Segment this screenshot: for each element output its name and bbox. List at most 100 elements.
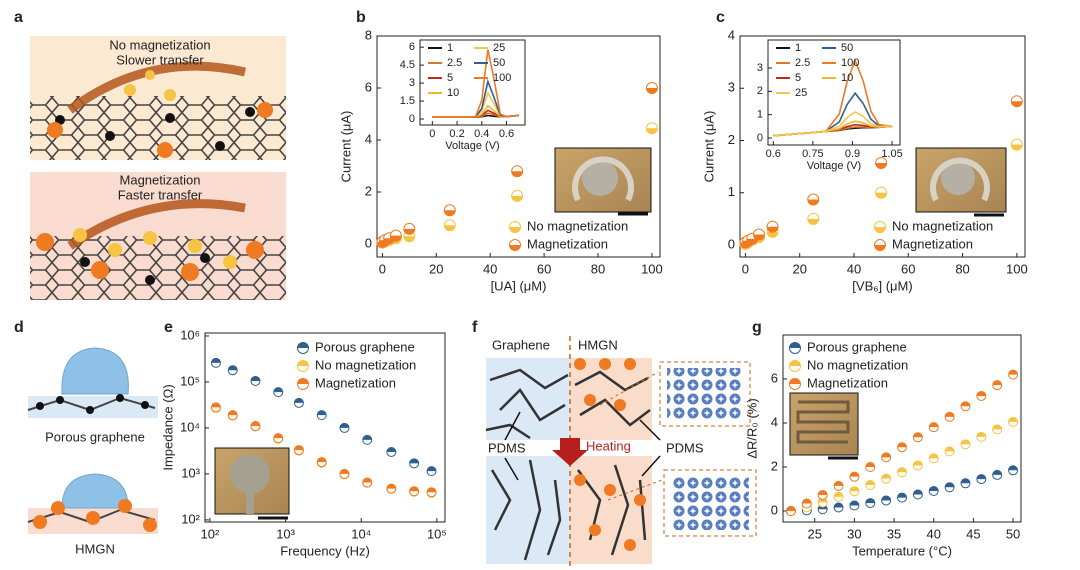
- illustration-text: Porous graphene: [45, 429, 145, 444]
- y-tick-label: 6: [409, 41, 415, 53]
- y-tick-label: 6: [771, 370, 778, 385]
- legend-label: 25: [795, 87, 807, 99]
- data-point: [1008, 465, 1019, 476]
- marker-half: [317, 457, 327, 463]
- x-tick-label: 100: [641, 261, 663, 276]
- marker-half: [913, 490, 923, 495]
- plot-frame: [782, 334, 1022, 523]
- data-point: [210, 402, 221, 413]
- data-point: [250, 375, 261, 386]
- panel-a-illustration: No magnetization Slower transfer Magneti…: [30, 36, 286, 300]
- legend-label: Porous graphene: [807, 339, 907, 354]
- data-point: [426, 487, 437, 498]
- marker-half: [960, 439, 970, 445]
- y-axis-label: Current (μA): [701, 111, 716, 183]
- data-point: [293, 397, 304, 408]
- data-point: [1008, 416, 1019, 427]
- data-point: [389, 229, 402, 242]
- data-point: [897, 442, 907, 453]
- data-point: [897, 492, 907, 503]
- data-point: [227, 410, 238, 421]
- y-tick-label: 10³: [181, 465, 200, 480]
- marker-half: [865, 480, 875, 486]
- legend-label: 50: [493, 57, 505, 69]
- marker-half: [317, 410, 327, 416]
- y-tick-label: 8: [365, 27, 372, 42]
- data-point: [976, 390, 987, 401]
- marker-half: [881, 452, 891, 458]
- y-tick-label: 3: [728, 80, 735, 95]
- marker-half: [386, 484, 396, 489]
- marker-half: [929, 486, 939, 491]
- marker-half: [789, 342, 801, 348]
- marker-half: [913, 432, 923, 438]
- legend-marker: [509, 221, 521, 233]
- data-point: [339, 422, 350, 433]
- data-point: [960, 401, 971, 412]
- marker-half: [403, 236, 415, 242]
- data-point: [1010, 138, 1023, 151]
- x-tick-label: 0.6: [499, 128, 514, 140]
- marker-half: [767, 231, 779, 238]
- marker-half: [849, 486, 859, 492]
- x-tick-label: 20: [429, 261, 443, 276]
- marker-half: [273, 387, 283, 393]
- x-tick-label: 0.4: [474, 128, 489, 140]
- marker-half: [992, 470, 1002, 475]
- data-point: [362, 434, 373, 445]
- marker-half: [1008, 370, 1018, 375]
- marker-half: [976, 391, 986, 396]
- marker-half: [753, 234, 765, 241]
- panel-letter: d: [14, 319, 24, 336]
- line-series: [773, 110, 893, 137]
- data-point: [875, 156, 888, 169]
- panel-letter: f: [472, 319, 478, 336]
- illustration-text: HMGN: [75, 541, 115, 556]
- panel-letter: c: [716, 9, 725, 26]
- data-point: [807, 193, 820, 206]
- marker-half: [818, 490, 828, 495]
- marker-half: [746, 238, 758, 245]
- data-point: [944, 411, 955, 422]
- data-point: [273, 387, 284, 398]
- data-point: [785, 506, 796, 516]
- legend-label: No magnetization: [527, 218, 628, 233]
- y-tick-label: 1.5: [400, 95, 415, 107]
- marker-half: [294, 398, 304, 403]
- data-point: [881, 495, 892, 506]
- x-tick-label: 60: [537, 261, 551, 276]
- data-point: [875, 186, 888, 199]
- data-point: [928, 422, 939, 433]
- data-point: [976, 431, 987, 442]
- data-point: [865, 462, 876, 472]
- legend-label: 2.5: [447, 57, 462, 69]
- marker-half: [834, 481, 844, 486]
- data-point: [849, 500, 860, 511]
- data-point: [976, 474, 987, 485]
- legend-label: 100: [493, 72, 511, 84]
- data-point: [386, 446, 397, 457]
- data-point: [928, 485, 939, 496]
- marker-half: [807, 199, 819, 206]
- photo-inset: [915, 147, 1007, 217]
- data-point: [833, 480, 844, 491]
- marker-half: [1008, 417, 1018, 422]
- legend-marker: [874, 239, 886, 251]
- marker-half: [297, 378, 309, 384]
- x-tick-label: 40: [847, 261, 861, 276]
- data-point: [426, 466, 437, 477]
- x-tick-label: 1.05: [881, 148, 902, 160]
- x-tick-label: 80: [591, 261, 605, 276]
- y-axis-label: ΔR/R₀ (%): [744, 398, 759, 458]
- data-point: [316, 410, 327, 421]
- y-tick-label: 4: [728, 27, 735, 42]
- illustration-text: Magnetization: [120, 172, 201, 187]
- x-axis-label: Frequency (Hz): [280, 543, 370, 558]
- marker-half: [913, 460, 923, 466]
- marker-half: [427, 466, 437, 472]
- marker-half: [992, 424, 1002, 430]
- legend-label: 25: [493, 42, 505, 54]
- marker-half: [897, 493, 907, 498]
- legend-label: Porous graphene: [315, 339, 415, 354]
- marker-half: [881, 495, 891, 501]
